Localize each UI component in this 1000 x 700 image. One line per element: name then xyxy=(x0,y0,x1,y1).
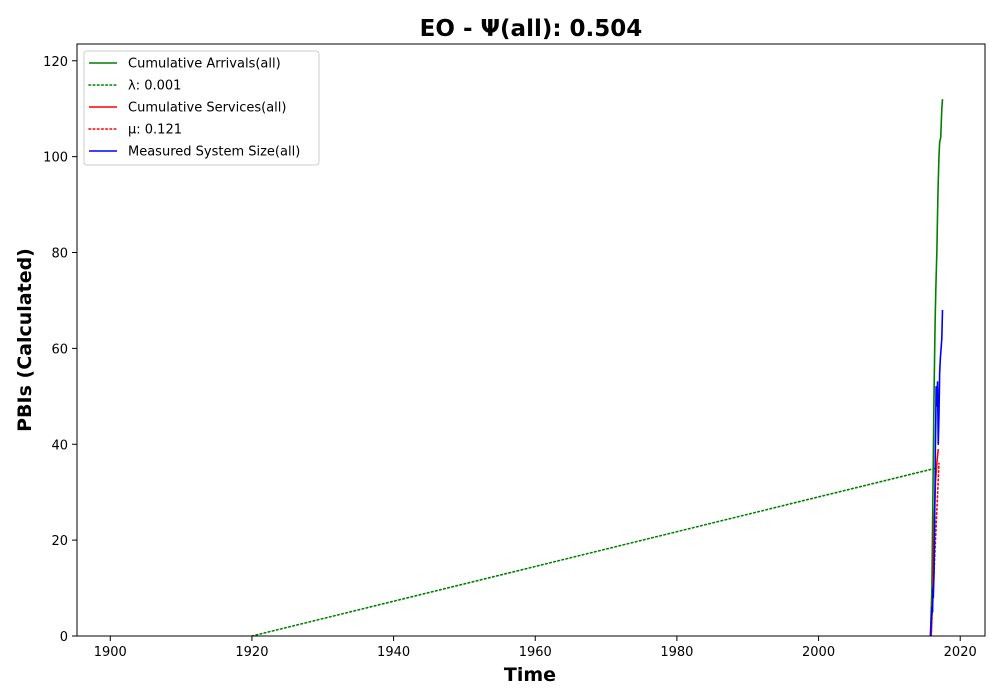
x-tick-label: 1980 xyxy=(660,645,693,660)
legend-label: μ: 0.121 xyxy=(128,123,182,138)
y-tick-label: 120 xyxy=(43,55,68,70)
plot-frame xyxy=(76,43,986,637)
x-tick-label: 1900 xyxy=(94,645,127,660)
chart-title: EO - Ψ(all): 0.504 xyxy=(420,16,643,42)
x-axis-ticks: 1900 1920 1940 1960 1980 2000 2020 xyxy=(94,636,977,660)
x-axis-label: Time xyxy=(504,664,556,686)
legend-label: Cumulative Services(all) xyxy=(128,101,286,116)
x-tick-label: 1960 xyxy=(519,645,552,660)
y-tick-label: 100 xyxy=(43,151,68,166)
x-tick-label: 1920 xyxy=(235,645,268,660)
y-axis-ticks: 0 20 40 60 80 100 120 xyxy=(43,55,77,645)
x-tick-label: 2020 xyxy=(944,645,977,660)
x-tick-label: 2000 xyxy=(802,645,835,660)
y-axis-label: PBIs (Calculated) xyxy=(14,248,36,432)
legend-label: Measured System Size(all) xyxy=(128,145,300,160)
series-line-1 xyxy=(251,467,937,636)
y-tick-label: 80 xyxy=(51,247,68,262)
legend-label: Cumulative Arrivals(all) xyxy=(128,57,281,72)
y-tick-label: 40 xyxy=(51,438,68,453)
legend: Cumulative Arrivals(all) λ: 0.001 Cumulati… xyxy=(83,50,320,166)
plot-area xyxy=(76,43,986,637)
series-line-0 xyxy=(929,99,944,636)
y-tick-label: 60 xyxy=(51,342,68,357)
legend-label: λ: 0.001 xyxy=(128,79,181,94)
legend-box xyxy=(83,50,320,166)
y-tick-label: 20 xyxy=(51,534,68,549)
x-tick-label: 1940 xyxy=(377,645,410,660)
y-tick-label: 0 xyxy=(60,630,68,645)
series-line-4 xyxy=(929,310,944,636)
